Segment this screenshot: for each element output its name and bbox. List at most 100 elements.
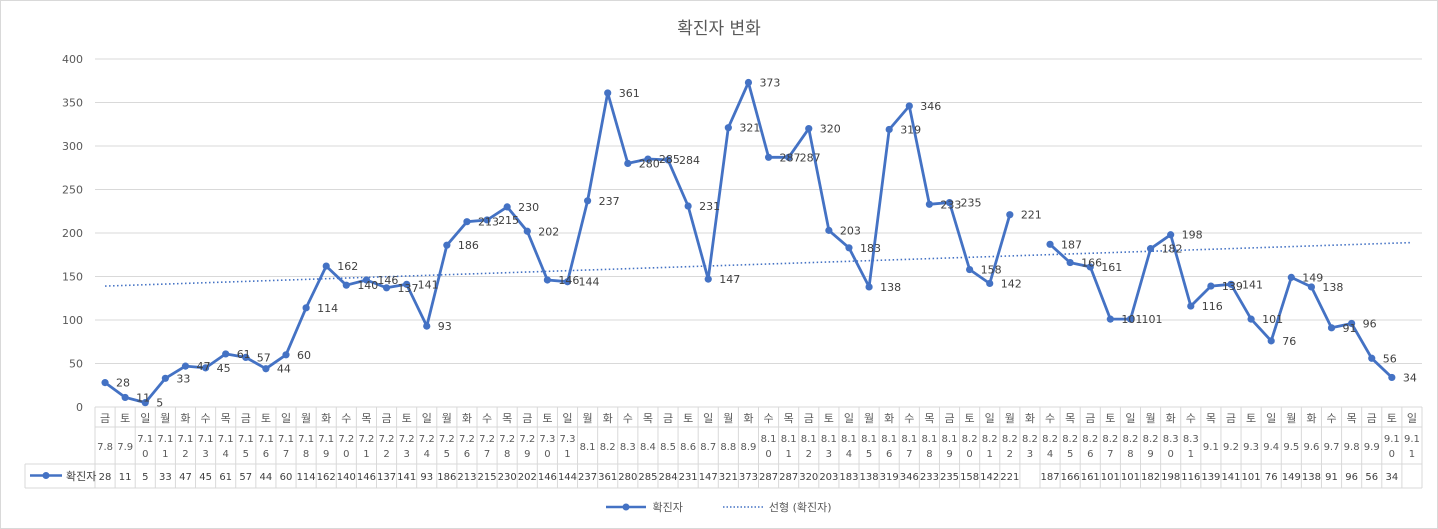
data-point <box>101 379 109 387</box>
data-point <box>805 125 813 133</box>
x-day-label: 목 <box>643 412 653 425</box>
data-label: 285 <box>659 153 680 166</box>
table-value-cell: 231 <box>679 472 698 483</box>
table-value-cell: 187 <box>1040 472 1059 483</box>
data-point <box>1106 315 1114 323</box>
data-label: 137 <box>398 282 419 295</box>
x-date-label: 9.4 <box>1263 442 1279 453</box>
data-label: 213 <box>478 216 499 229</box>
table-value-cell: 198 <box>1161 472 1180 483</box>
table-value-cell: 202 <box>518 472 537 483</box>
x-day-label: 일 <box>562 411 572 425</box>
data-label: 93 <box>438 320 452 333</box>
data-label: 162 <box>337 260 358 273</box>
x-date-label: 9.8 <box>1344 442 1360 453</box>
table-value-cell: 237 <box>578 472 597 483</box>
data-label: 138 <box>1322 281 1343 294</box>
data-point <box>201 364 210 372</box>
data-label: 141 <box>1242 278 1263 291</box>
x-date-label: 7.1 3 <box>198 434 214 460</box>
data-label: 287 <box>800 151 821 164</box>
legend-trend-label: 선형 (확진자) <box>768 501 832 514</box>
x-date-label: 7.1 2 <box>178 434 194 460</box>
x-day-label: 월 <box>1286 412 1296 425</box>
table-value-cell: 146 <box>538 472 557 483</box>
data-point <box>583 197 592 205</box>
data-point <box>463 218 471 226</box>
data-point <box>262 365 270 373</box>
legend-series-label: 확진자 <box>652 501 683 514</box>
x-date-label: 8.1 7 <box>901 434 917 460</box>
data-label: 202 <box>538 225 559 238</box>
x-date-label: 8.1 0 <box>761 434 777 460</box>
x-date-label: 7.1 0 <box>137 434 153 460</box>
data-point <box>1187 302 1195 310</box>
data-label: 60 <box>297 349 311 362</box>
x-day-label: 화 <box>743 412 753 425</box>
table-value-cell: 203 <box>819 472 838 483</box>
x-date-label: 7.2 7 <box>479 434 495 460</box>
x-date-label: 9.6 <box>1303 442 1319 453</box>
x-date-label: 7.1 9 <box>318 434 334 460</box>
x-date-label: 7.1 6 <box>258 434 274 460</box>
x-day-label: 토 <box>120 412 130 425</box>
x-day-label: 수 <box>763 412 773 425</box>
x-day-label: 토 <box>1105 412 1115 425</box>
table-value-cell: 321 <box>719 472 738 483</box>
y-tick-label: 150 <box>62 271 83 284</box>
data-label: 114 <box>317 302 338 315</box>
table-value-cell: 93 <box>420 472 433 483</box>
data-point <box>1167 231 1175 239</box>
table-value-cell: 320 <box>799 472 818 483</box>
data-label: 33 <box>176 372 190 385</box>
x-day-label: 수 <box>1045 412 1055 425</box>
table-value-cell: 215 <box>478 472 497 483</box>
x-date-label: 8.1 3 <box>821 434 837 460</box>
data-point <box>764 153 773 161</box>
x-date-label: 8.2 1 <box>982 434 998 460</box>
x-date-label: 7.1 1 <box>157 434 173 460</box>
data-label: 230 <box>518 201 539 214</box>
data-label: 187 <box>1061 238 1082 251</box>
data-label: 182 <box>1162 243 1183 256</box>
table-value-cell: 213 <box>457 472 476 483</box>
x-date-label: 8.9 <box>740 442 756 453</box>
data-label: 91 <box>1343 322 1357 335</box>
x-day-label: 일 <box>422 411 432 425</box>
data-point <box>121 393 129 402</box>
x-date-label: 8.6 <box>680 442 696 453</box>
x-day-label: 수 <box>201 412 211 425</box>
x-day-label: 금 <box>1085 412 1095 425</box>
data-label: 237 <box>599 195 620 208</box>
table-value-cell: 44 <box>260 472 273 483</box>
table-value-cell: 139 <box>1201 472 1220 483</box>
y-tick-label: 300 <box>62 140 83 153</box>
table-value-cell: 142 <box>980 472 999 483</box>
data-label: 284 <box>679 154 700 167</box>
x-day-label: 일 <box>703 411 713 425</box>
table-value-cell: 28 <box>99 472 112 483</box>
x-date-label: 8.1 1 <box>781 434 797 460</box>
table-value-cell: 221 <box>1000 472 1019 483</box>
x-date-label: 7.9 <box>117 442 133 453</box>
data-label: 147 <box>719 273 740 286</box>
data-point <box>1146 245 1155 253</box>
x-day-label: 월 <box>864 412 874 425</box>
data-point <box>181 362 190 370</box>
data-label: 346 <box>920 100 941 113</box>
data-label: 101 <box>1262 313 1283 326</box>
data-label: 186 <box>458 239 479 252</box>
x-date-label: 8.3 1 <box>1183 434 1199 460</box>
data-label: 183 <box>860 242 881 255</box>
y-tick-label: 250 <box>62 184 83 197</box>
y-tick-label: 400 <box>62 53 83 66</box>
y-tick-label: 350 <box>62 97 83 110</box>
table-value-cell: 166 <box>1061 472 1080 483</box>
y-tick-label: 200 <box>62 227 83 240</box>
x-day-label: 금 <box>381 412 391 425</box>
y-tick-label: 100 <box>62 314 83 327</box>
table-value-cell: 373 <box>739 472 758 483</box>
